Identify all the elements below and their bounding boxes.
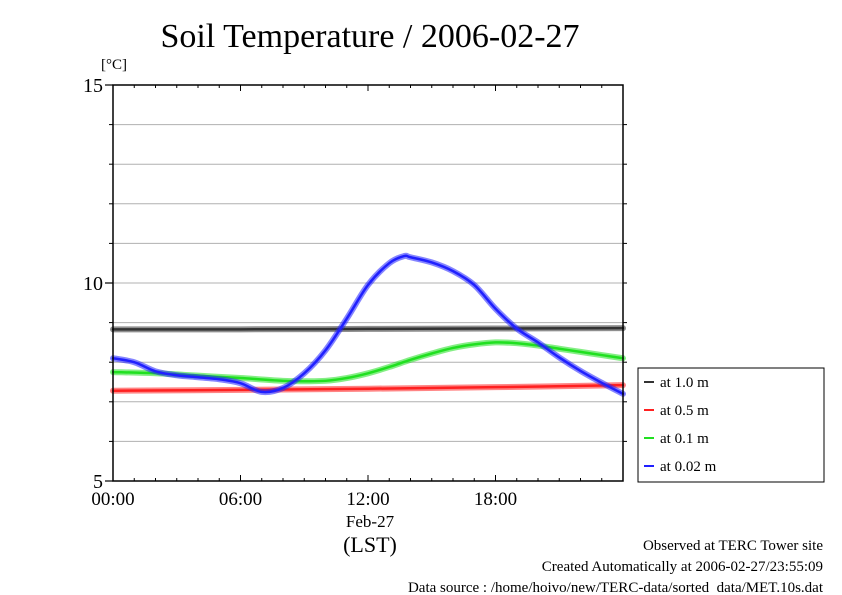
x-tick-labels: 00:00 06:00 12:00 18:00 xyxy=(91,489,517,510)
series-line-at-0-02-m xyxy=(111,254,625,396)
legend-label: at 0.5 m xyxy=(660,403,709,419)
created-note: Created Automatically at 2006-02-27/23:5… xyxy=(542,559,823,575)
legend-box xyxy=(637,367,825,483)
legend-label: at 0.1 m xyxy=(660,431,709,447)
series-line-at-0-5-m xyxy=(111,383,625,392)
y-tick-labels: 5 10 15 xyxy=(83,75,103,493)
x-tick-label: 18:00 xyxy=(474,489,517,510)
y-tick-label: 5 xyxy=(93,471,103,493)
x-axis-label: (LST) xyxy=(343,532,397,557)
observed-note: Observed at TERC Tower site xyxy=(643,538,823,554)
series-line-at-0-1-m xyxy=(111,341,625,383)
y-axis-unit: [°C] xyxy=(101,57,127,73)
legend: at 1.0 m at 0.5 m at 0.1 m at 0.02 m xyxy=(637,367,825,483)
x-tick-label: 00:00 xyxy=(91,489,134,510)
legend-label: at 1.0 m xyxy=(660,375,709,391)
plot-frame xyxy=(112,84,624,482)
date-label: Feb-27 xyxy=(346,512,395,531)
x-tick-label: 12:00 xyxy=(346,489,389,510)
legend-label: at 0.02 m xyxy=(660,459,717,475)
y-tick-label: 15 xyxy=(83,75,103,97)
chart-title: Soil Temperature / 2006-02-27 xyxy=(160,18,579,55)
x-tick-label: 06:00 xyxy=(219,489,262,510)
data-source-note: Data source : /home/hoivo/new/TERC-data/… xyxy=(408,580,824,595)
series-lines xyxy=(110,252,626,397)
y-tick-label: 10 xyxy=(83,273,103,295)
series-line-at-1-0-m xyxy=(111,326,625,331)
